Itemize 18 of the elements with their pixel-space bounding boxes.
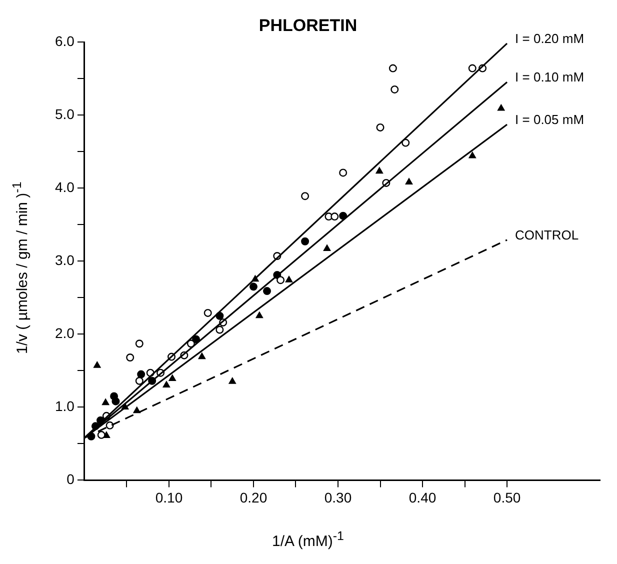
x-axis-title: 1/A (mM)$^{-1}$ xyxy=(271,529,345,550)
x-tick-label: 0.10 xyxy=(155,489,183,506)
series-label: CONTROL xyxy=(515,228,579,242)
series-label: I = 0.05 mM xyxy=(515,112,584,128)
x-tick-label: 0.20 xyxy=(240,489,268,506)
y-tick-label: 4.0 xyxy=(54,178,75,195)
x-tick-label: 0.40 xyxy=(408,489,436,506)
chart-title: PHLORETIN xyxy=(258,16,358,35)
y-tick-label: 0 xyxy=(66,471,75,488)
y-tick-label: 1.0 xyxy=(54,398,75,414)
y-tick-label: 3.0 xyxy=(54,252,75,268)
x-tick-label: 0.30 xyxy=(324,489,352,506)
y-tick-label: 5.0 xyxy=(54,106,75,122)
series-label: I = 0.20 mM xyxy=(515,31,584,46)
y-tick-label: 6.0 xyxy=(54,32,75,49)
series-label: I = 0.10 mM xyxy=(515,70,584,85)
x-tick-label: 0.50 xyxy=(493,489,521,506)
y-tick-label: 2.0 xyxy=(54,324,75,341)
